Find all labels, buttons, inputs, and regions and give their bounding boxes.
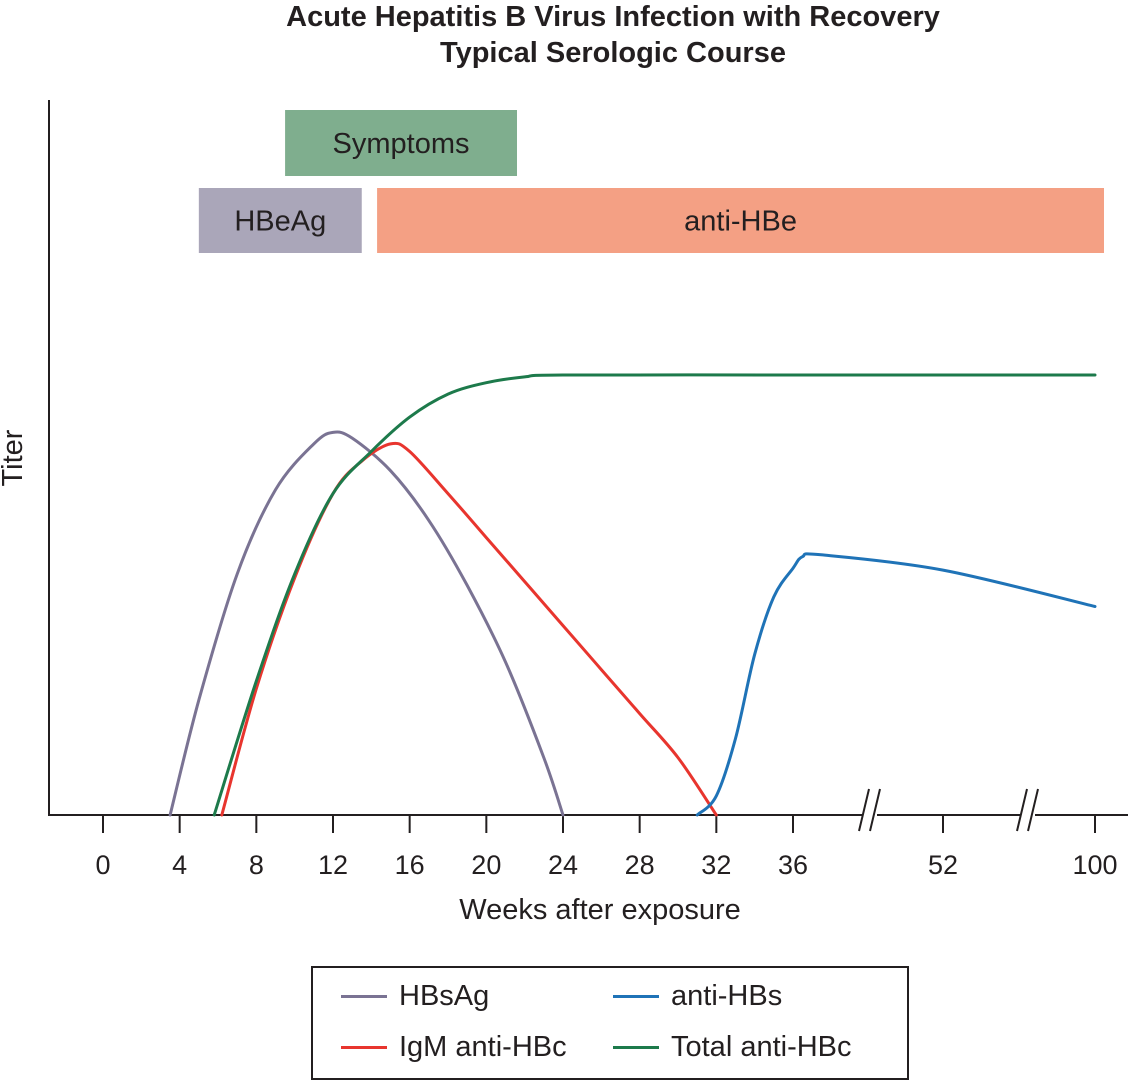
x-tick-label-32: 32 — [701, 850, 731, 880]
x-tick-label-0: 0 — [95, 850, 110, 880]
legend-swatch-igm-anti-hbc — [341, 1046, 387, 1049]
chart-subtitle: Typical Serologic Course — [440, 37, 786, 69]
band-symptoms — [285, 110, 517, 176]
legend-label-anti-hbs: anti-HBs — [671, 980, 783, 1012]
legend-swatch-anti-hbs — [613, 995, 659, 998]
band-anti-hbe — [377, 188, 1104, 253]
band-label-symptoms: Symptoms — [333, 128, 470, 160]
legend-label-hbsag: HBsAg — [399, 980, 490, 1012]
axis-break-2 — [1016, 788, 1039, 832]
series-line-igm-anti-hbc — [220, 441, 718, 817]
x-tick-label-28: 28 — [625, 850, 655, 880]
y-axis-label: Titer — [0, 429, 29, 486]
marker-bands: Symptoms HBeAg anti-HBe — [198, 110, 1104, 253]
legend-item-hbsag: HBsAg — [341, 980, 489, 1013]
axis-break-1 — [858, 788, 881, 832]
chart-title: Acute Hepatitis B Virus Infection with R… — [286, 1, 940, 33]
series-line-hbsag — [168, 430, 565, 817]
x-tick-label-100: 100 — [1072, 850, 1117, 880]
band-label-hbeag: HBeAg — [234, 206, 326, 238]
legend-item-igm-anti-hbc: IgM anti-HBc — [341, 1031, 567, 1064]
x-tick-label-8: 8 — [249, 850, 264, 880]
x-axis-ticks: 0 4 8 12 16 20 24 28 32 36 52 100 — [95, 815, 1118, 880]
band-hbeag — [198, 188, 362, 253]
legend-swatch-hbsag — [341, 995, 387, 998]
x-tick-label-4: 4 — [172, 850, 187, 880]
legend-item-total-anti-hbc: Total anti-HBc — [613, 1031, 852, 1064]
chart-legend: HBsAg anti-HBs IgM anti-HBc Total anti-H… — [311, 966, 909, 1080]
serologic-course-chart: Symptoms HBeAg anti-HBe 0 4 8 12 16 20 24 28 32 36 5… — [0, 100, 1128, 926]
x-tick-label-12: 12 — [318, 850, 348, 880]
x-tick-label-20: 20 — [471, 850, 501, 880]
legend-label-total-anti-hbc: Total anti-HBc — [671, 1031, 852, 1063]
legend-item-anti-hbs: anti-HBs — [613, 980, 782, 1013]
x-tick-label-52: 52 — [928, 850, 958, 880]
legend-label-igm-anti-hbc: IgM anti-HBc — [399, 1031, 567, 1063]
chart-axes — [48, 100, 1128, 816]
x-tick-label-16: 16 — [395, 850, 425, 880]
x-tick-label-36: 36 — [778, 850, 808, 880]
x-tick-label-24: 24 — [548, 850, 578, 880]
series-line-anti-hbs — [695, 552, 1097, 817]
x-axis-label: Weeks after exposure — [459, 894, 741, 926]
legend-swatch-total-anti-hbc — [613, 1046, 659, 1049]
series-lines — [168, 373, 1097, 817]
band-label-anti-hbe: anti-HBe — [684, 206, 797, 238]
axis-breaks — [858, 788, 1039, 832]
series-line-total-anti-hbc — [212, 373, 1097, 817]
